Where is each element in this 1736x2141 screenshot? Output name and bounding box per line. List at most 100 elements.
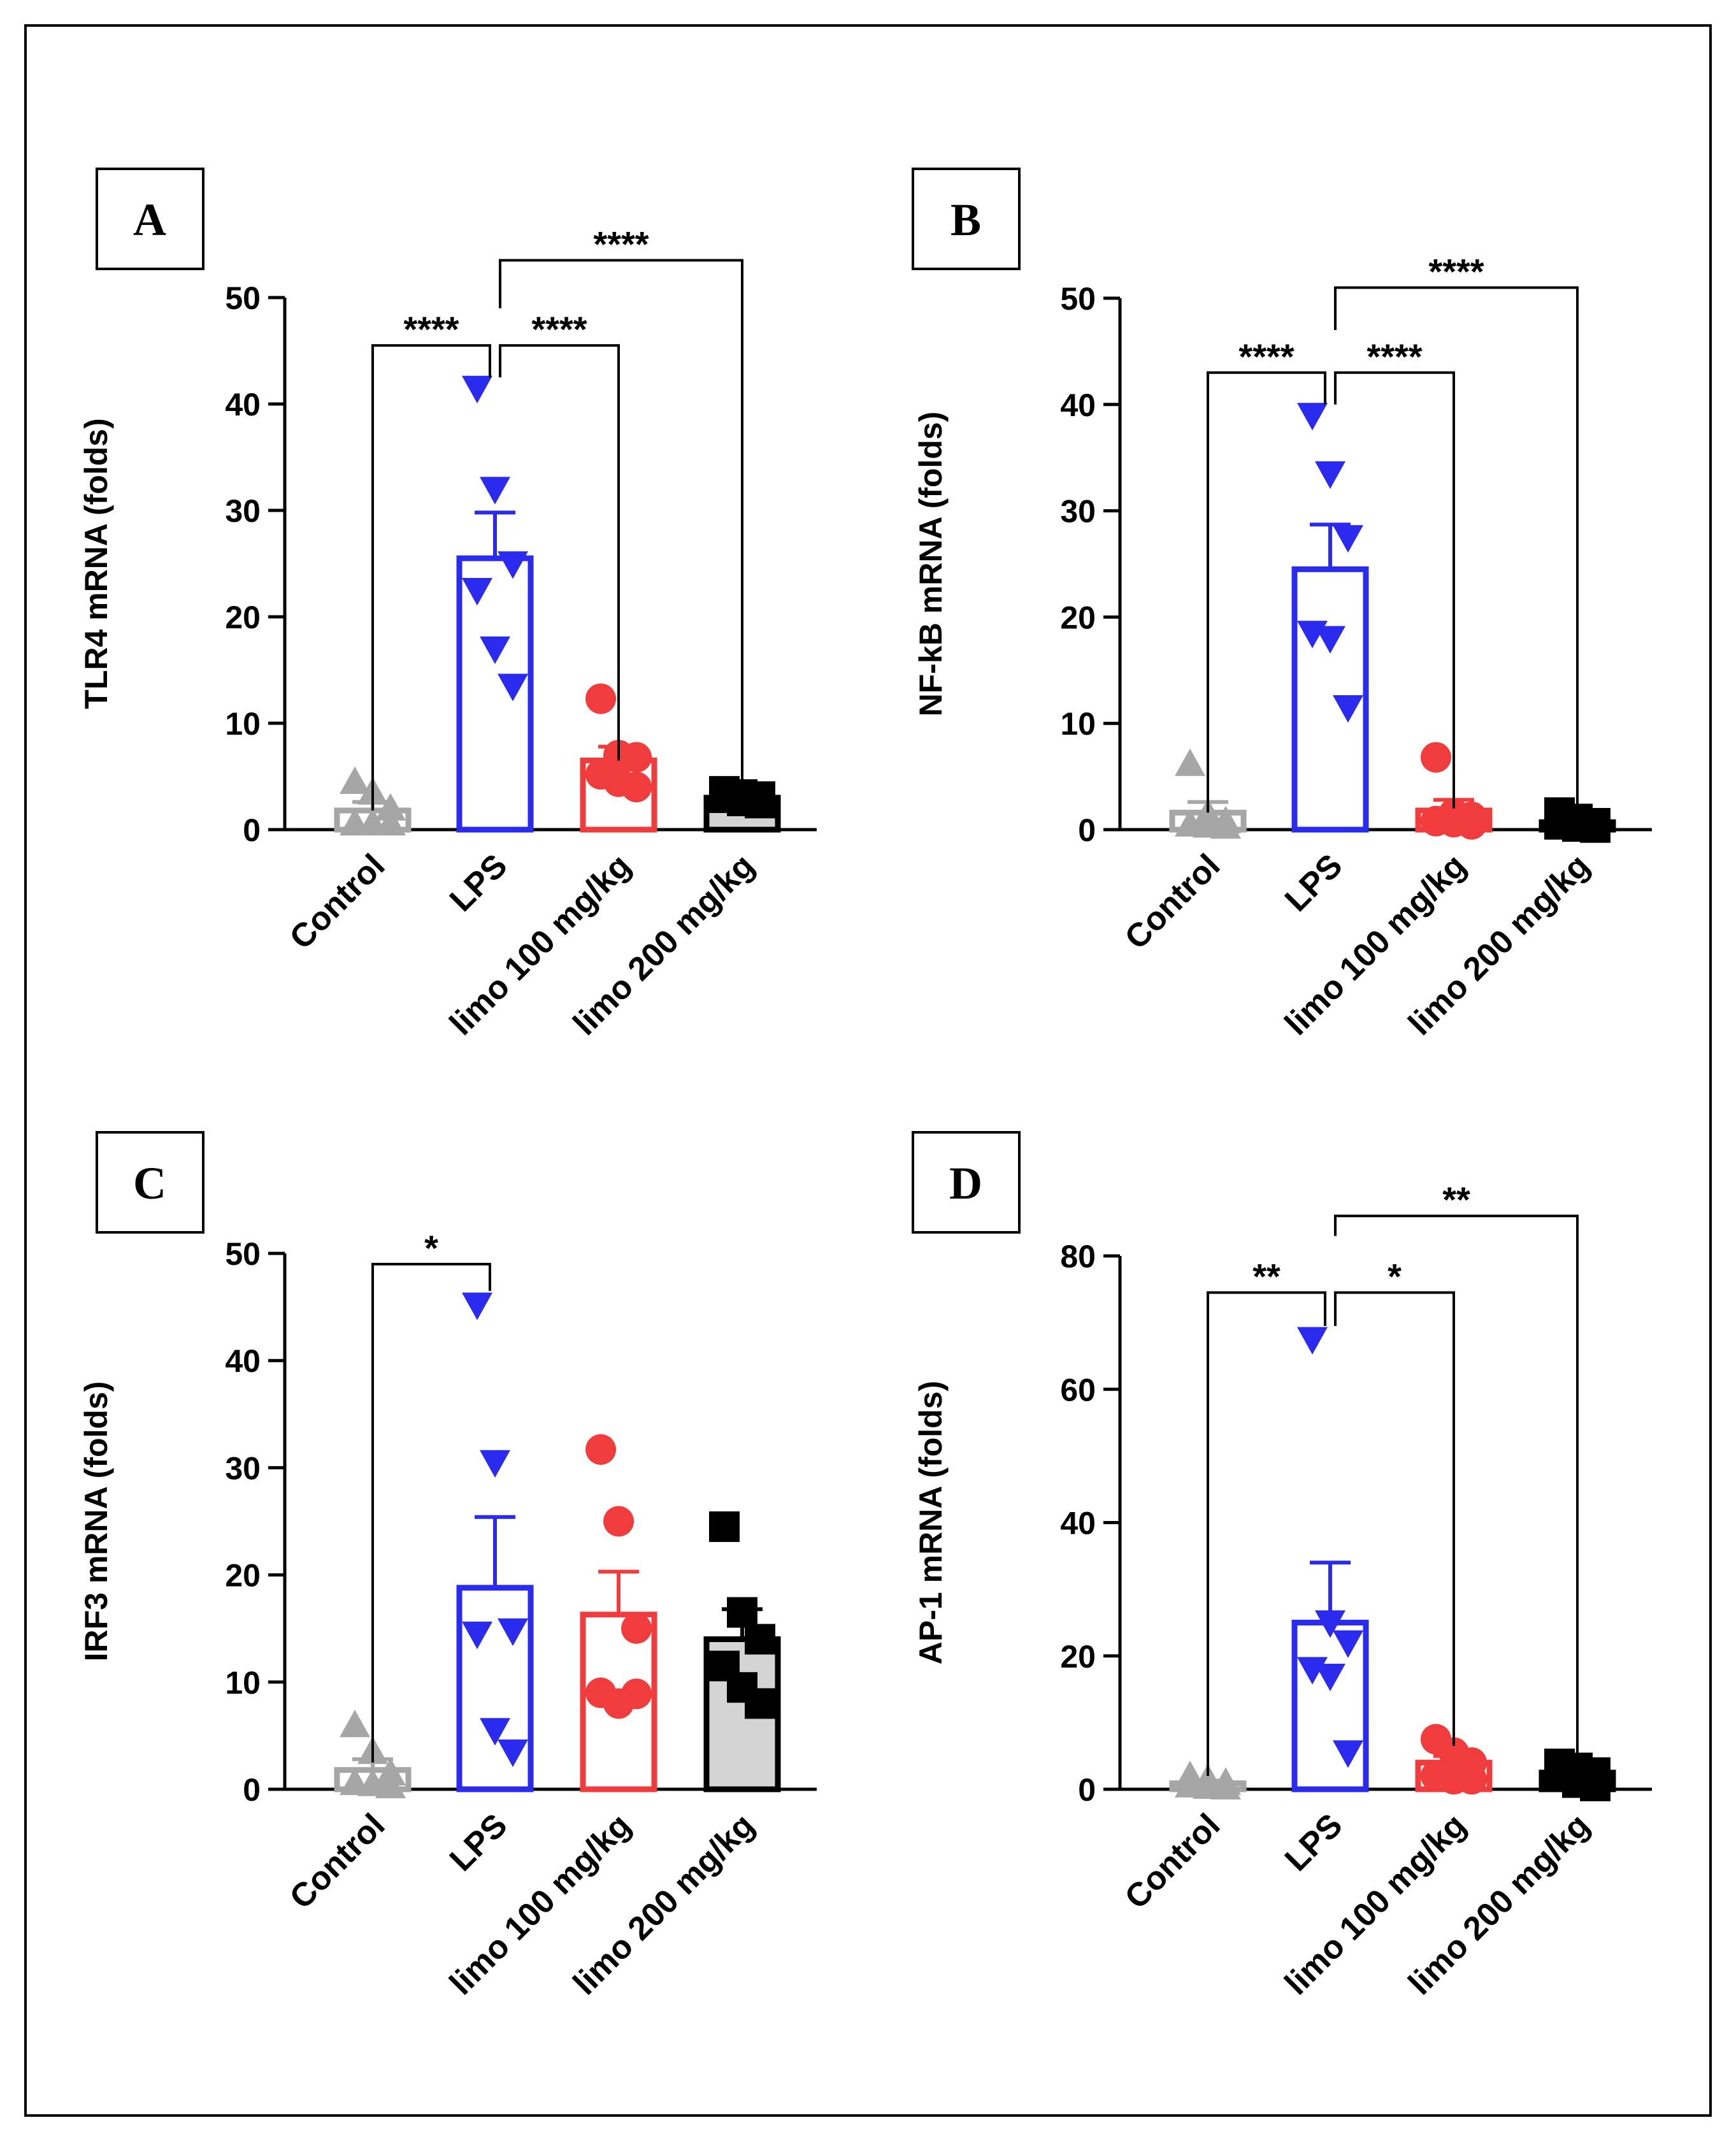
- data-point: [1456, 809, 1487, 840]
- y-tick-label: 20: [225, 1558, 261, 1594]
- bracket-line: [499, 259, 743, 798]
- significance-bracket: **: [1207, 1257, 1326, 1777]
- data-point: [462, 578, 492, 606]
- significance-label: ****: [1428, 251, 1484, 291]
- significance-label: ****: [1367, 336, 1422, 377]
- bracket-line: [371, 344, 491, 811]
- data-point: [603, 1506, 634, 1537]
- data-point: [1421, 742, 1451, 773]
- data-point: [1315, 626, 1345, 654]
- data-point: [621, 742, 652, 773]
- y-tick-label: 0: [1078, 1772, 1096, 1808]
- panel-label: C: [133, 1158, 166, 1209]
- group-lps: [456, 1292, 534, 1792]
- significance-label: ****: [403, 309, 459, 349]
- data-point: [498, 674, 528, 702]
- significance-label: ****: [531, 309, 587, 349]
- y-tick-label: 40: [1060, 1506, 1096, 1541]
- y-tick-label: 20: [225, 600, 261, 635]
- data-point: [375, 793, 406, 821]
- data-point: [498, 551, 528, 579]
- x-category-label: Control: [1118, 847, 1228, 956]
- data-point: [1315, 1610, 1345, 1638]
- y-tick-label: 10: [225, 706, 261, 742]
- x-category-label: Control: [283, 847, 392, 956]
- group-lps: [1291, 403, 1369, 833]
- data-point: [462, 375, 492, 403]
- data-point: [498, 1739, 528, 1768]
- data-point: [375, 807, 406, 836]
- bracket-line: [1334, 286, 1579, 819]
- group-limo-100-mg-kg: [1415, 1724, 1493, 1795]
- y-tick-label: 0: [243, 812, 261, 848]
- data-point: [480, 1718, 510, 1746]
- y-axis-title: AP-1 mRNA (folds): [913, 1381, 949, 1664]
- panel-label-box: [96, 168, 204, 270]
- bracket-line: [1334, 371, 1455, 809]
- data-point: [1456, 1764, 1487, 1795]
- y-tick-label: 10: [1060, 706, 1096, 742]
- data-point: [1315, 1663, 1345, 1692]
- y-tick-label: 50: [225, 1236, 261, 1272]
- data-point: [1315, 461, 1345, 489]
- y-tick-label: 40: [1060, 387, 1096, 423]
- panel-label-box: [96, 1131, 204, 1234]
- panel-b: B NF-kB mRNA (folds) 0 10 20 30 40 50 Control LPS…: [912, 168, 1652, 1042]
- significance-label: ****: [1238, 336, 1294, 377]
- significance-bracket: ****: [371, 309, 491, 811]
- data-point: [480, 636, 510, 665]
- data-point: [462, 1621, 492, 1650]
- data-point: [340, 766, 370, 795]
- significance-label: ****: [593, 224, 649, 264]
- data-point: [1333, 1740, 1363, 1768]
- y-tick-label: 30: [1060, 494, 1096, 530]
- y-tick-label: 20: [1060, 600, 1096, 635]
- bracket-line: [1207, 1291, 1326, 1777]
- x-category-label: LPS: [443, 847, 515, 919]
- bar-lps: [456, 1585, 534, 1792]
- data-point: [621, 772, 652, 803]
- y-tick-label: 10: [225, 1665, 261, 1701]
- data-point: [745, 1624, 775, 1655]
- data-point: [745, 1688, 775, 1719]
- group-control: [1169, 1761, 1247, 1800]
- panel-label-box: [912, 1131, 1021, 1234]
- panel-label: A: [133, 194, 166, 245]
- significance-bracket: **: [1334, 1179, 1579, 1763]
- data-point: [1175, 748, 1205, 776]
- y-tick-label: 40: [225, 387, 261, 422]
- data-point: [1580, 812, 1610, 843]
- significance-label: *: [1388, 1257, 1402, 1297]
- bracket-line: [499, 344, 620, 761]
- data-point: [1210, 1771, 1241, 1800]
- bracket-line: [371, 1262, 491, 1763]
- data-point: [1210, 811, 1241, 839]
- y-tick-label: 20: [1060, 1639, 1096, 1675]
- significance-bracket: ****: [1334, 251, 1579, 819]
- significance-bracket: ****: [499, 309, 620, 761]
- data-point: [375, 1770, 406, 1799]
- data-point: [480, 477, 510, 505]
- x-category-label: LPS: [1278, 1806, 1350, 1878]
- x-category-label: LPS: [443, 1806, 515, 1878]
- group-lps: [1291, 1327, 1369, 1792]
- y-tick-label: 0: [243, 1772, 261, 1808]
- group-lps: [456, 375, 534, 833]
- group-limo-100-mg-kg: [580, 683, 657, 833]
- x-category-label: LPS: [1278, 847, 1350, 919]
- group-limo-200-mg-kg: [1539, 797, 1616, 843]
- y-tick-label: 40: [225, 1343, 261, 1379]
- significance-label: **: [1252, 1257, 1280, 1297]
- group-limo-100-mg-kg: [1415, 742, 1493, 840]
- significance-bracket: *: [371, 1228, 491, 1763]
- significance-label: **: [1442, 1179, 1470, 1220]
- group-limo-100-mg-kg: [580, 1434, 657, 1792]
- y-tick-label: 30: [225, 493, 261, 529]
- data-point: [480, 1450, 510, 1478]
- data-point: [340, 1710, 370, 1738]
- significance-bracket: ****: [1207, 336, 1326, 813]
- data-point: [498, 1618, 528, 1647]
